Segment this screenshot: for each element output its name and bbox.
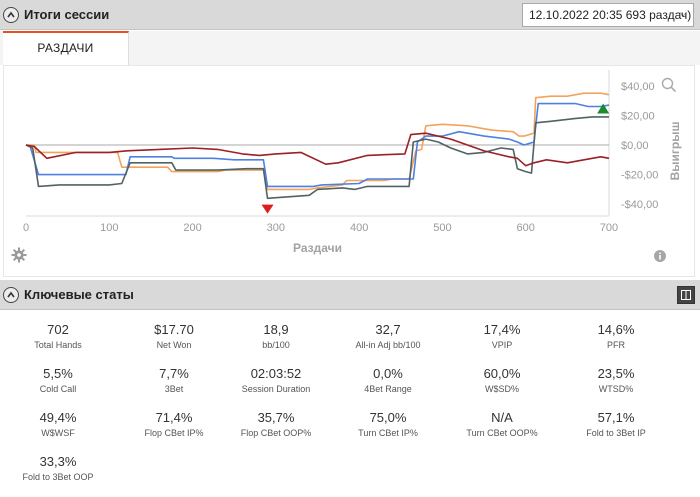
series-line xyxy=(25,132,610,167)
collapse-session-button[interactable] xyxy=(3,6,19,23)
series-line xyxy=(25,116,609,200)
stat-label: Flop CBet OOP% xyxy=(240,428,312,438)
chevron-down-icon: ⌵ xyxy=(679,8,687,19)
stat-cell: 32,7 All-in Adj bb/100 xyxy=(330,321,446,351)
stat-cell: 7,7% 3Bet xyxy=(116,365,232,395)
stat-label: 4Bet Range xyxy=(364,384,412,394)
stat-cell: 0,0% 4Bet Range xyxy=(330,365,446,395)
stat-value: 17,4% xyxy=(483,322,521,337)
tab-hands[interactable]: РАЗДАЧИ xyxy=(3,31,129,65)
stat-value: 14,6% xyxy=(597,322,635,337)
session-summary-header: Итоги сессии 12.10.2022 20:35 693 раздач… xyxy=(0,0,700,30)
session-select[interactable]: 12.10.2022 20:35 693 раздач) ⌵ xyxy=(522,3,694,27)
stat-cell: 35,7% Flop CBet OOP% xyxy=(218,409,334,439)
stat-value: 5,5% xyxy=(43,366,73,381)
y-tick-label: $40,00 xyxy=(621,81,655,93)
series-line xyxy=(25,102,610,188)
stat-value: 33,3% xyxy=(39,454,77,469)
key-stats-title: Ключевые статы xyxy=(24,287,134,302)
graph-panel: 0 100 200 300 400 500 600 700 $40,00 $20,00 $0,00 -… xyxy=(3,65,695,277)
min-marker xyxy=(261,204,274,214)
stat-value: N/A xyxy=(491,410,513,425)
x-tick-label: 400 xyxy=(350,222,368,234)
stat-cell: 49,4% W$WSF xyxy=(0,409,116,439)
stat-cell: 5,5% Cold Call xyxy=(0,365,116,395)
stat-label: Turn CBet OOP% xyxy=(466,428,538,438)
stat-label: Cold Call xyxy=(39,384,77,394)
stat-value: 71,4% xyxy=(155,410,193,425)
chevron-up-icon xyxy=(7,11,15,17)
y-tick-label: $0,00 xyxy=(621,140,649,152)
stat-label: 3Bet xyxy=(164,384,184,394)
stat-cell: 17,4% VPIP xyxy=(444,321,560,351)
stat-value: 702 xyxy=(47,322,69,337)
tab-bar: РАЗДАЧИ xyxy=(0,31,700,65)
session-summary-title: Итоги сессии xyxy=(24,7,110,22)
stat-cell: 33,3% Fold to 3Bet OOP xyxy=(0,453,116,483)
stat-label: All-in Adj bb/100 xyxy=(355,340,421,350)
stat-value: 23,5% xyxy=(597,366,635,381)
stat-label: Turn CBet IP% xyxy=(358,428,418,438)
columns-icon xyxy=(681,290,691,300)
stat-value: 7,7% xyxy=(159,366,189,381)
chevron-up-icon xyxy=(7,291,15,297)
stat-value: 49,4% xyxy=(39,410,77,425)
zoom-icon[interactable] xyxy=(661,77,677,93)
y-tick-label: $20,00 xyxy=(621,110,655,122)
stat-cell: 702 Total Hands xyxy=(0,321,116,351)
y-axis-label: Выигрыш xyxy=(668,121,682,180)
y-tick-label: -$40,00 xyxy=(621,199,658,211)
stat-value: 60,0% xyxy=(483,366,521,381)
stat-value: 0,0% xyxy=(373,366,403,381)
x-tick-label: 500 xyxy=(433,222,451,234)
stat-label: Session Duration xyxy=(241,384,311,394)
stat-cell: 02:03:52 Session Duration xyxy=(218,365,334,395)
stat-value: $17.70 xyxy=(154,322,194,337)
stat-cell: 23,5% WTSD% xyxy=(558,365,674,395)
stat-value: 35,7% xyxy=(257,410,295,425)
stat-label: Fold to 3Bet IP xyxy=(586,428,646,438)
stat-label: Fold to 3Bet OOP xyxy=(22,472,94,482)
x-axis-label: Раздачи xyxy=(293,241,342,255)
winnings-chart: 0 100 200 300 400 500 600 700 $40,00 $20,00 $0,00 -… xyxy=(23,70,682,255)
max-marker xyxy=(597,103,610,114)
collapse-key-stats-button[interactable] xyxy=(3,286,19,303)
stat-cell: 75,0% Turn CBet IP% xyxy=(330,409,446,439)
stat-label: Flop CBet IP% xyxy=(144,428,204,438)
stat-label: bb/100 xyxy=(262,340,290,350)
stat-cell: N/A Turn CBet OOP% xyxy=(444,409,560,439)
gear-icon[interactable] xyxy=(11,247,27,263)
stat-cell: 14,6% PFR xyxy=(558,321,674,351)
stat-value: 75,0% xyxy=(369,410,407,425)
stat-label: W$SD% xyxy=(484,384,519,394)
stat-value: 18,9 xyxy=(263,322,289,337)
key-stats-header: Ключевые статы xyxy=(0,280,700,310)
stat-label: PFR xyxy=(607,340,625,350)
stat-value: 02:03:52 xyxy=(250,366,302,381)
stat-cell: 57,1% Fold to 3Bet IP xyxy=(558,409,674,439)
stat-label: WTSD% xyxy=(598,384,634,394)
x-tick-label: 100 xyxy=(100,222,118,234)
stat-label: Net Won xyxy=(156,340,192,350)
key-stats-grid: 702 Total Hands $17.70 Net Won 18,9 bb/100 32,… xyxy=(0,311,700,497)
stat-label: Total Hands xyxy=(34,340,82,350)
stat-cell: 71,4% Flop CBet IP% xyxy=(116,409,232,439)
x-tick-label: 200 xyxy=(183,222,201,234)
stat-value: 57,1% xyxy=(597,410,635,425)
stat-cell: 18,9 bb/100 xyxy=(218,321,334,351)
info-icon[interactable] xyxy=(654,250,666,262)
stat-value: 32,7 xyxy=(375,322,401,337)
stat-cell: 60,0% W$SD% xyxy=(444,365,560,395)
x-tick-label: 600 xyxy=(517,222,535,234)
stat-cell: $17.70 Net Won xyxy=(116,321,232,351)
x-tick-label: 700 xyxy=(600,222,618,234)
stat-label: W$WSF xyxy=(41,428,75,438)
y-tick-label: -$20,00 xyxy=(621,170,658,182)
stat-label: VPIP xyxy=(491,340,513,350)
x-tick-label: 300 xyxy=(267,222,285,234)
session-select-value: 12.10.2022 20:35 693 раздач) xyxy=(529,8,692,22)
x-tick-label: 0 xyxy=(23,222,29,234)
layout-toggle-button[interactable] xyxy=(677,286,695,304)
